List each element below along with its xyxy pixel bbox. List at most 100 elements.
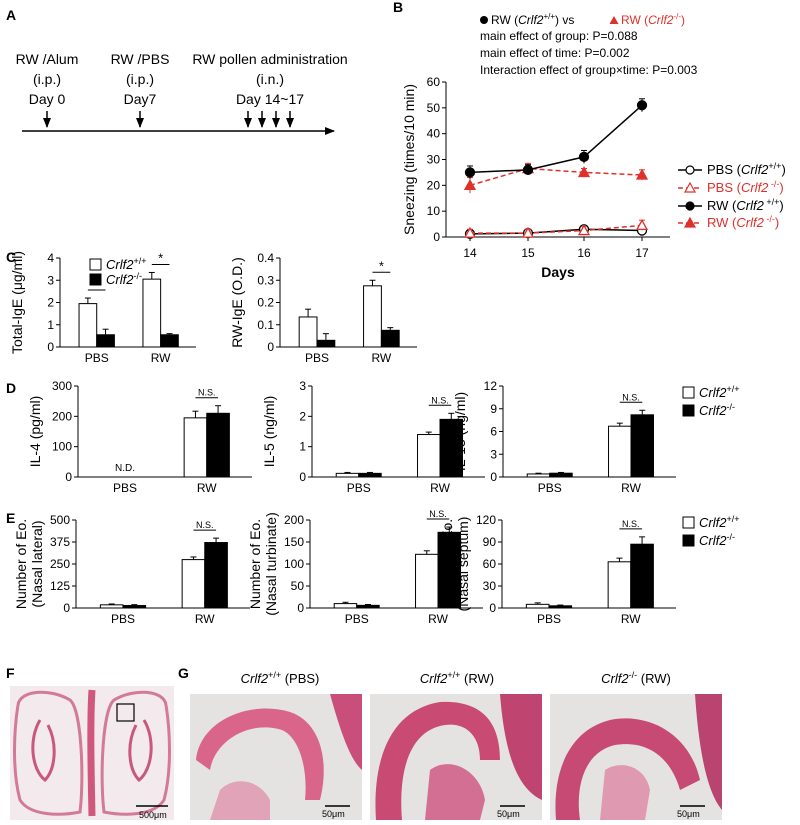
header-text-ko: RW (Crlf2-/-) bbox=[621, 12, 685, 27]
y-tick-label: 6 bbox=[490, 425, 497, 439]
scale-bar-label: 50μm bbox=[677, 809, 700, 819]
event-day: Day 0 bbox=[29, 91, 66, 107]
y-tick-label: 3 bbox=[299, 379, 306, 393]
lower-tissue bbox=[210, 781, 270, 820]
significance-star: * bbox=[379, 258, 384, 273]
y-tick-label: 30 bbox=[427, 153, 441, 167]
micrograph-rw-wt: 50μm bbox=[370, 694, 542, 820]
bar-pbs-ko bbox=[358, 472, 382, 478]
bar-rw-wt bbox=[142, 278, 162, 348]
epithelium bbox=[555, 718, 700, 820]
panel-b-header: RW (Crlf2+/+) vs RW (Crlf2-/-) main effe… bbox=[480, 12, 698, 77]
y-axis-label-2: (Nasal turbinate) bbox=[263, 512, 279, 616]
bar-pbs-wt bbox=[78, 303, 98, 348]
y-tick-label: 60 bbox=[427, 75, 441, 89]
histology-title: Crlf2-/- (RW) bbox=[601, 670, 671, 686]
y-axis-label: IL-13 (ng/ml) bbox=[452, 392, 468, 471]
legend-marker-icon bbox=[683, 216, 697, 228]
epithelium bbox=[375, 701, 500, 820]
significance-ns: N.S. bbox=[622, 392, 640, 402]
il5-bar-chart: 0 1 2 3 IL-5 (ng/ml) PBS RW N.S. bbox=[261, 379, 485, 495]
panel-b-legend: PBS (Crlf2+/+) PBS (Crlf2 -/-) RW (Crlf2 +… bbox=[678, 161, 786, 230]
event-route: (i.n.) bbox=[256, 71, 284, 87]
scale-bar-label: 500μm bbox=[139, 810, 167, 820]
y-tick-label: 60 bbox=[483, 557, 497, 571]
significance-ns: N.S. bbox=[431, 395, 449, 405]
septum bbox=[87, 689, 96, 817]
bar-pbs-wt bbox=[335, 472, 360, 478]
x-axis-label: Days bbox=[541, 264, 575, 280]
significance-ns: N.S. bbox=[429, 509, 447, 519]
y-tick-label: 0 bbox=[65, 470, 72, 484]
significance-ns: N.S. bbox=[198, 388, 216, 398]
bar-pbs-ko bbox=[316, 339, 336, 348]
y-tick-label: 1 bbox=[47, 318, 54, 332]
bar-rw-ko bbox=[630, 543, 654, 609]
y-tick-label: 2 bbox=[47, 296, 54, 310]
bar-rw-ko bbox=[204, 542, 228, 609]
tissue-edge bbox=[500, 694, 542, 800]
y-tick-label: 0 bbox=[489, 601, 496, 615]
legend-label: PBS (Crlf2 -/-) bbox=[707, 179, 784, 195]
y-tick-label: 0 bbox=[433, 230, 440, 244]
y-tick-label: 1 bbox=[299, 440, 306, 454]
bar-rw-wt bbox=[608, 425, 632, 478]
y-tick-label: 90 bbox=[483, 535, 497, 549]
genotype-legend: Crlf2+/+ Crlf2-/- bbox=[682, 514, 739, 548]
il4-bar-chart: 0 100 200 300 IL-4 (pg/ml) PBS N.D. RW N.S. bbox=[27, 379, 252, 495]
legend-label-wt: Crlf2+/+ bbox=[699, 514, 739, 530]
data-point bbox=[522, 164, 534, 175]
x-tick-label: PBS bbox=[305, 351, 329, 365]
data-point bbox=[577, 166, 591, 178]
tissue-edge bbox=[695, 694, 722, 810]
y-tick-label: 0.1 bbox=[257, 318, 274, 332]
y-tick-label: 3 bbox=[47, 273, 54, 287]
data-point bbox=[578, 151, 590, 163]
y-tick-label: 12 bbox=[484, 379, 498, 393]
y-axis-label: Number of Eo. bbox=[13, 519, 29, 609]
y-tick-label: 100 bbox=[52, 440, 72, 454]
y-tick-label: 50 bbox=[427, 101, 441, 115]
eo-nasal-lateral-bar-chart: 0 125 250 375 500 Number of Eo. (Nasal lateral… bbox=[13, 513, 250, 626]
eo-nasal-septum-bar-chart: 0 30 60 90 120 Number of Eo. (Nasal septum) PBS… bbox=[439, 513, 676, 626]
rw-ige-bar-chart: 0 0.1 0.2 0.3 0.4 RW-IgE (O.D.) PBS RW * bbox=[229, 251, 417, 365]
bar-rw-wt bbox=[415, 553, 439, 609]
lower-tissue bbox=[600, 765, 650, 820]
bar-rw-ko bbox=[206, 412, 230, 478]
scale-bar-label: 50μm bbox=[322, 809, 345, 819]
legend-swatch-ko bbox=[682, 534, 695, 547]
annotation-nd: N.D. bbox=[115, 463, 135, 474]
legend-label-ko: Crlf2-/- bbox=[699, 402, 735, 418]
y-tick-label: 125 bbox=[50, 579, 70, 593]
bar-rw-wt bbox=[417, 434, 441, 478]
il13-bar-chart: 0 3 6 9 12 IL-13 (ng/ml) PBS RW N.S. bbox=[452, 379, 676, 495]
event-route: (i.p.) bbox=[33, 71, 61, 87]
y-tick-label: 0 bbox=[267, 340, 274, 354]
legend-swatch-wt bbox=[682, 516, 695, 529]
timeline-event: RW pollen administration (i.n.) Day 14~1… bbox=[192, 51, 347, 107]
event-route: (i.p.) bbox=[126, 71, 154, 87]
x-tick-label: PBS bbox=[113, 481, 137, 495]
y-tick-label: 3 bbox=[490, 447, 497, 461]
bar-rw-wt bbox=[183, 417, 208, 478]
x-tick-label: PBS bbox=[537, 612, 561, 626]
y-tick-label: 9 bbox=[490, 402, 497, 416]
x-tick-label: 15 bbox=[521, 246, 535, 260]
panel-a-timeline: RW /Alum (i.p.) Day 0 RW /PBS (i.p.) Day… bbox=[16, 51, 348, 135]
y-tick-label: 0.3 bbox=[257, 273, 274, 287]
y-tick-label: 30 bbox=[483, 579, 497, 593]
panel-label-c: C bbox=[6, 249, 16, 265]
event-day: Day7 bbox=[124, 91, 157, 107]
panel-label-a: A bbox=[6, 7, 16, 23]
y-tick-label: 4 bbox=[47, 251, 54, 265]
data-point bbox=[463, 178, 477, 190]
x-tick-label: RW bbox=[195, 612, 215, 626]
data-point bbox=[635, 219, 649, 231]
event-label: RW pollen administration bbox=[192, 51, 347, 67]
bar-pbs-wt bbox=[298, 316, 318, 348]
significance-ns: N.S. bbox=[196, 520, 214, 530]
bar-rw-ko bbox=[630, 414, 655, 478]
bar-pbs-ko bbox=[122, 605, 147, 609]
y-axis-label: Total-IgE (μg/ml) bbox=[9, 251, 25, 354]
